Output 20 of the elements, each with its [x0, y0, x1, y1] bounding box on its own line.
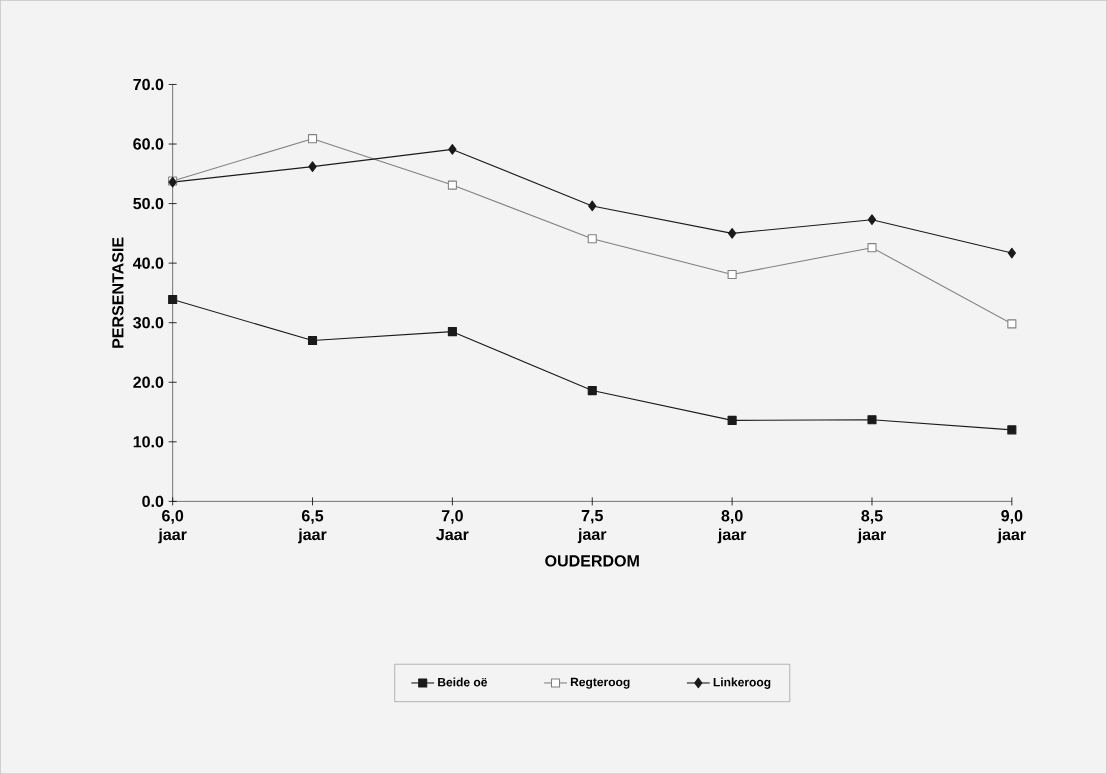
y-tick-label: 70.0: [133, 78, 164, 90]
y-tick-label: 50.0: [133, 197, 164, 210]
x-tick-label: 9,0 jaar: [997, 509, 1026, 544]
y-tick-label: 30.0: [133, 316, 164, 329]
legend-label: Regteroog: [570, 677, 630, 689]
y-tick-label: 40.0: [132, 257, 164, 269]
x-tick-label: 7,0 Jaar: [436, 509, 469, 541]
y-tick-label: 0.0: [142, 495, 164, 507]
x-axis-title: OUDERDOM: [545, 555, 639, 567]
legend-label: Beide oë: [438, 677, 488, 687]
y-tick-label: 10.0: [133, 436, 164, 448]
x-tick-label: 6,5 jaar: [298, 509, 327, 544]
x-tick-label: 6,0 jaar: [158, 509, 187, 544]
x-tick-label: 8,0 jaar: [717, 509, 747, 544]
x-tick-label: 8,5 jaar: [857, 509, 886, 544]
x-tick-label: 7,5 jaar: [577, 509, 607, 544]
legend-label: Linkeroog: [713, 677, 771, 689]
y-axis-title: PERSENTASIE: [112, 237, 124, 348]
y-tick-label: 60.0: [133, 138, 164, 150]
y-tick-label: 20.0: [133, 376, 164, 388]
